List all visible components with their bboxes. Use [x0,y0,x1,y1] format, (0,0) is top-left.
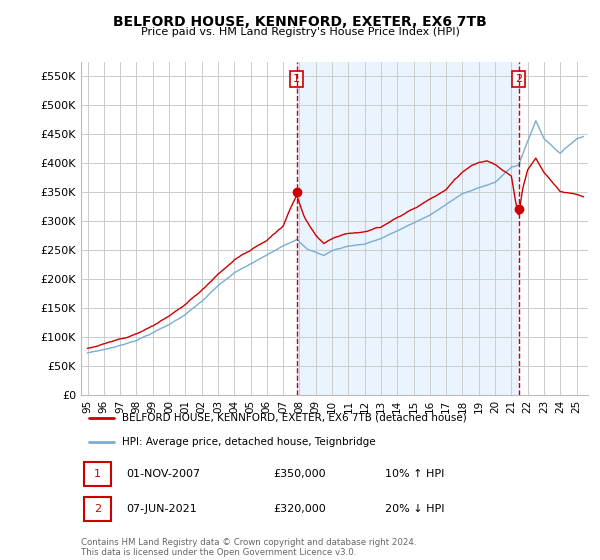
Bar [297,62,518,395]
Text: 2: 2 [515,74,522,84]
Text: Contains HM Land Registry data © Crown copyright and database right 2024.
This d: Contains HM Land Registry data © Crown c… [81,538,416,557]
Text: BELFORD HOUSE, KENNFORD, EXETER, EX6 7TB: BELFORD HOUSE, KENNFORD, EXETER, EX6 7TB [113,15,487,29]
Text: 01-NOV-2007: 01-NOV-2007 [127,469,201,479]
Text: 10% ↑ HPI: 10% ↑ HPI [385,469,445,479]
Text: 2: 2 [94,504,101,514]
Text: 07-JUN-2021: 07-JUN-2021 [127,504,197,514]
Text: Price paid vs. HM Land Registry's House Price Index (HPI): Price paid vs. HM Land Registry's House … [140,27,460,37]
Text: £320,000: £320,000 [274,504,326,514]
Text: 20% ↓ HPI: 20% ↓ HPI [385,504,445,514]
Text: BELFORD HOUSE, KENNFORD, EXETER, EX6 7TB (detached house): BELFORD HOUSE, KENNFORD, EXETER, EX6 7TB… [122,413,466,423]
Text: £350,000: £350,000 [274,469,326,479]
Text: HPI: Average price, detached house, Teignbridge: HPI: Average price, detached house, Teig… [122,437,375,447]
FancyBboxPatch shape [83,462,112,486]
Text: 1: 1 [293,74,300,84]
FancyBboxPatch shape [83,497,112,521]
Text: 1: 1 [94,469,101,479]
